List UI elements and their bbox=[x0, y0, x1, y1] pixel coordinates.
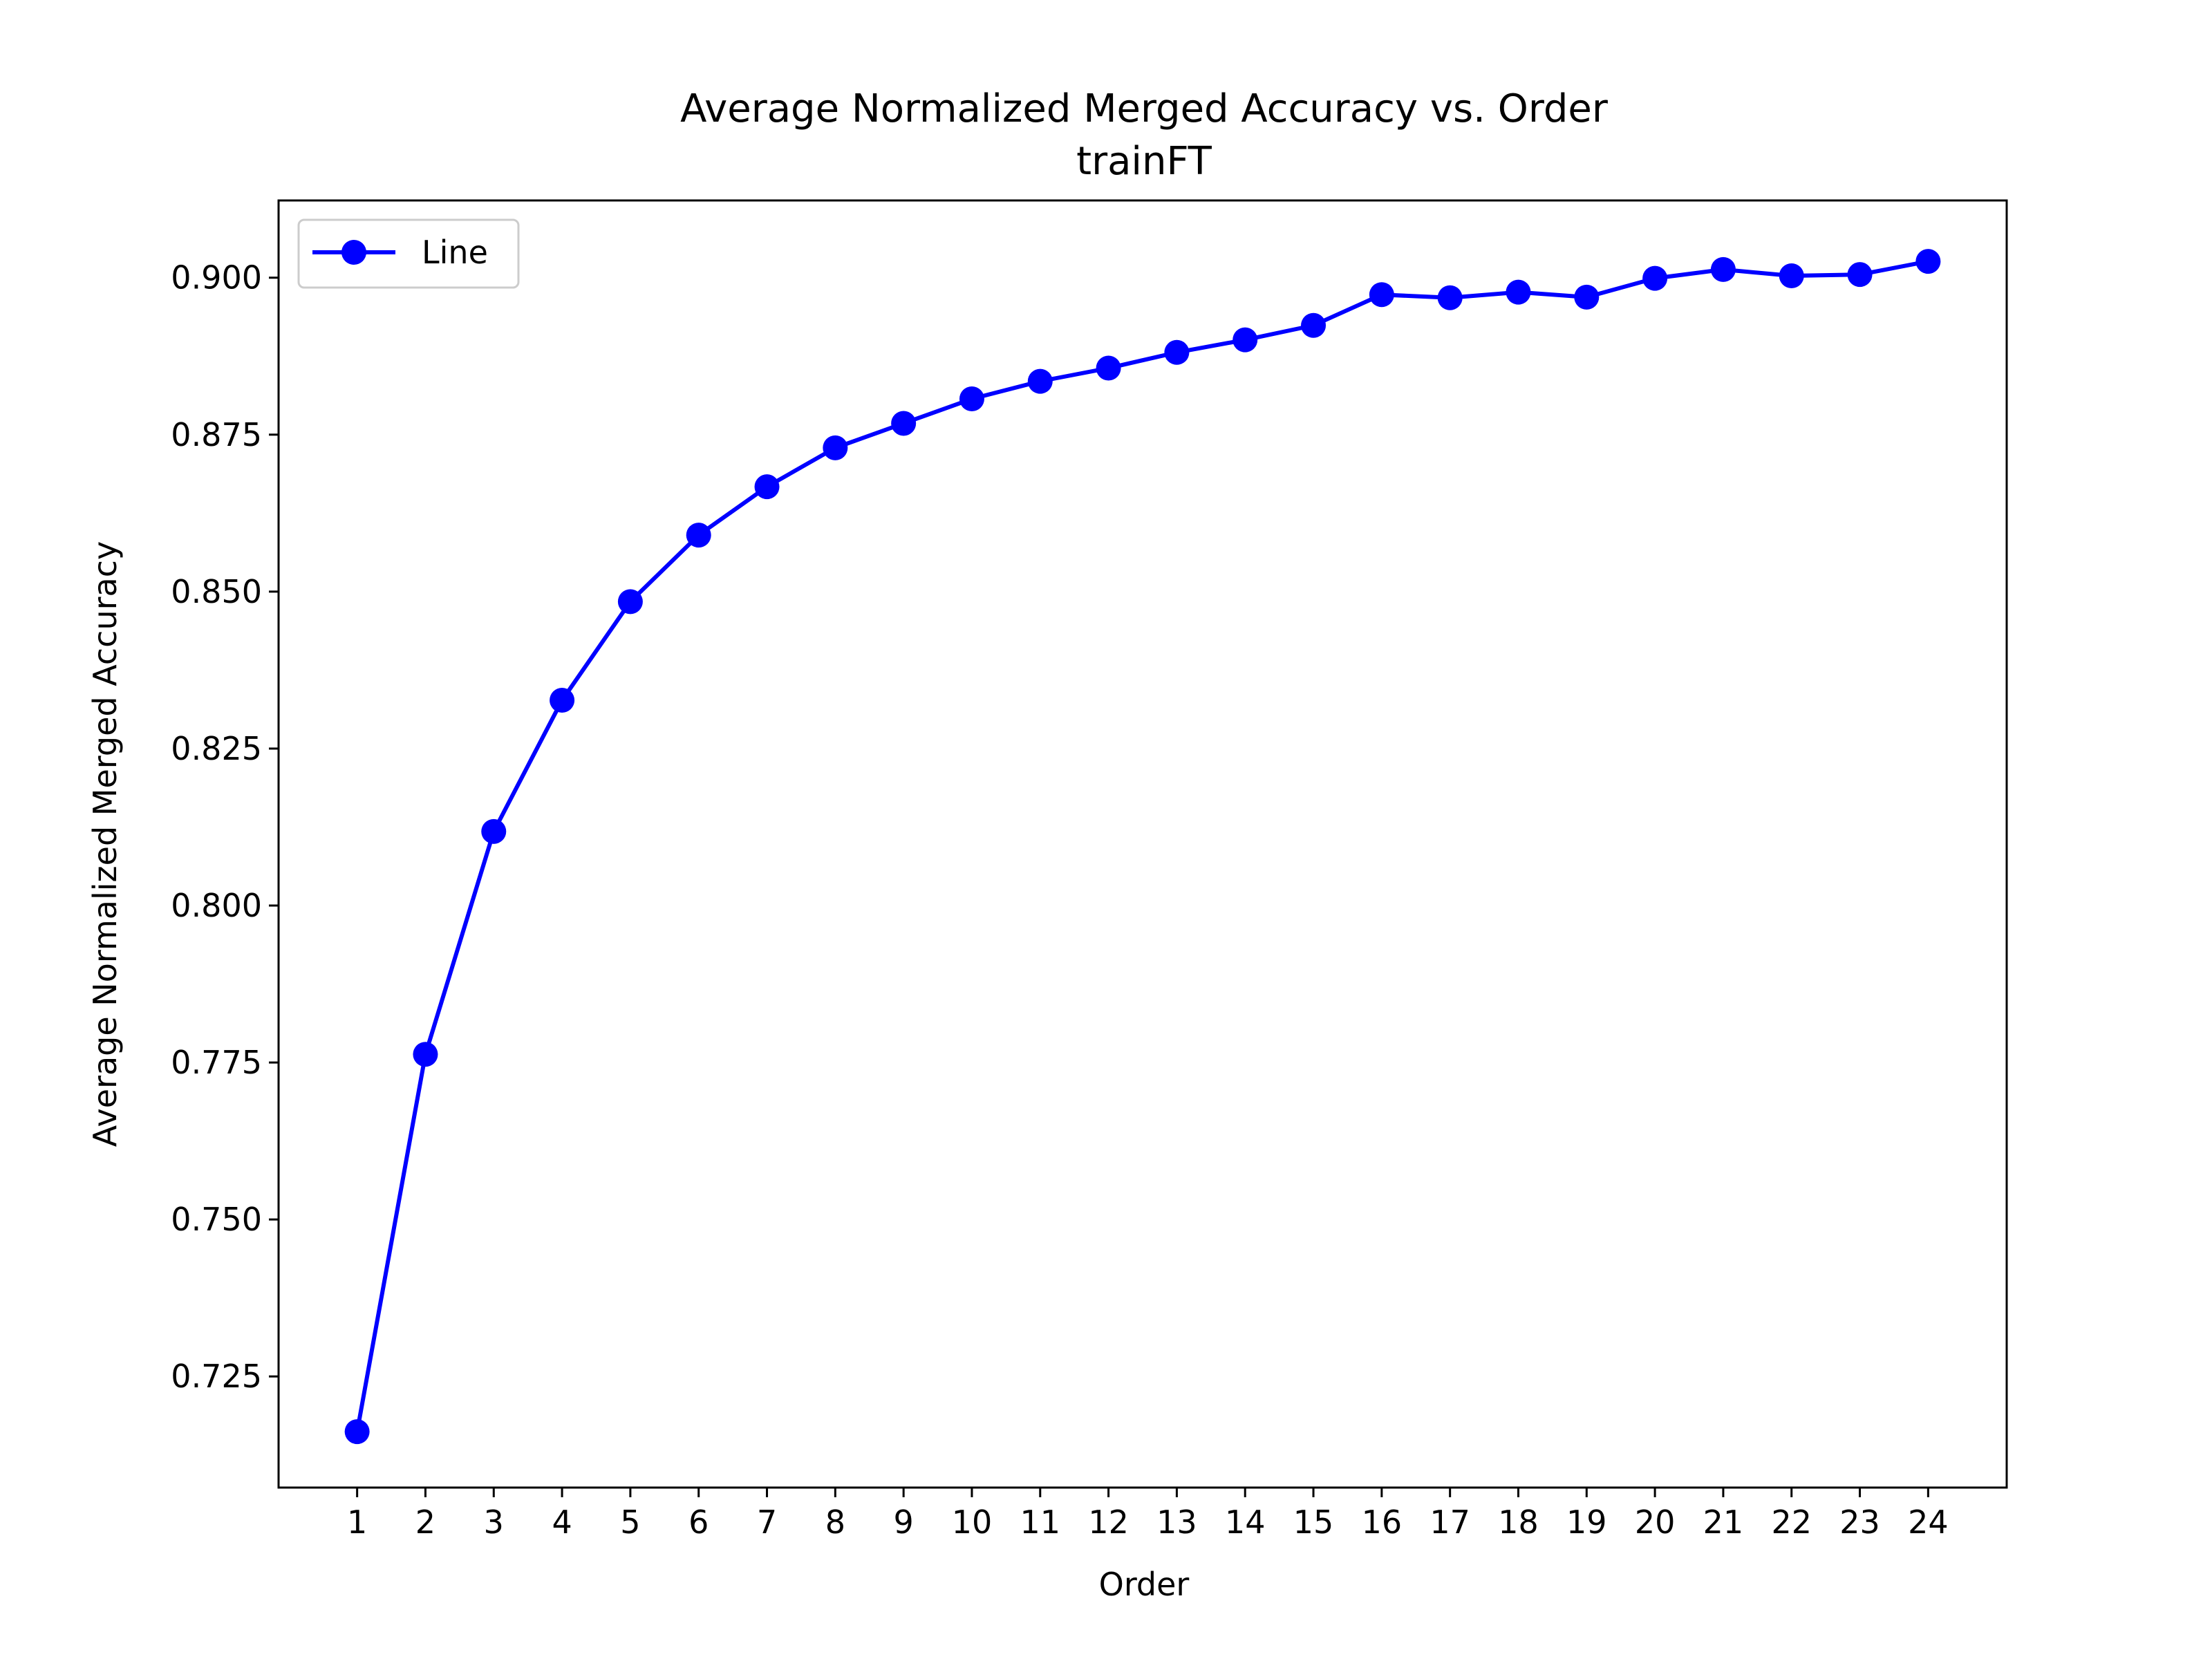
x-tick-label: 3 bbox=[484, 1503, 504, 1541]
data-point bbox=[686, 523, 711, 548]
data-point bbox=[413, 1042, 438, 1067]
chart-title: Average Normalized Merged Accuracy vs. O… bbox=[680, 86, 1609, 131]
y-tick-label: 0.900 bbox=[171, 259, 262, 297]
data-point bbox=[1915, 249, 1941, 274]
y-tick-label: 0.775 bbox=[171, 1044, 262, 1081]
x-tick-label: 15 bbox=[1293, 1503, 1334, 1541]
y-axis-label: Average Normalized Merged Accuracy bbox=[86, 541, 124, 1147]
x-tick-label: 4 bbox=[552, 1503, 572, 1541]
data-point bbox=[344, 1419, 370, 1445]
data-point bbox=[1437, 285, 1463, 310]
data-point bbox=[754, 474, 780, 500]
x-tick-label: 11 bbox=[1020, 1503, 1061, 1541]
legend-label-line: Line bbox=[422, 234, 488, 271]
y-tick-label: 0.875 bbox=[171, 416, 262, 453]
x-tick-label: 1 bbox=[347, 1503, 367, 1541]
legend-box bbox=[297, 218, 520, 289]
chart-subtitle: trainFT bbox=[1076, 139, 1212, 184]
x-tick-label: 5 bbox=[620, 1503, 640, 1541]
y-tick-label: 0.825 bbox=[171, 730, 262, 767]
data-point bbox=[891, 411, 917, 436]
data-point bbox=[1506, 279, 1531, 305]
x-tick-label: 8 bbox=[825, 1503, 845, 1541]
x-tick-label: 17 bbox=[1430, 1503, 1470, 1541]
data-point bbox=[1642, 265, 1668, 291]
data-point bbox=[481, 818, 507, 844]
y-tick-label: 0.850 bbox=[171, 573, 262, 610]
x-tick-label: 19 bbox=[1566, 1503, 1607, 1541]
x-axis-label: Order bbox=[1099, 1566, 1190, 1603]
x-tick-label: 16 bbox=[1362, 1503, 1403, 1541]
plot-area-frame bbox=[277, 199, 2008, 1489]
x-tick-label: 22 bbox=[1771, 1503, 1812, 1541]
data-point bbox=[959, 386, 984, 412]
data-point bbox=[1574, 284, 1600, 310]
x-tick-label: 20 bbox=[1635, 1503, 1676, 1541]
data-point bbox=[1369, 282, 1394, 308]
data-point bbox=[1710, 256, 1736, 282]
x-tick-label: 24 bbox=[1908, 1503, 1949, 1541]
data-point bbox=[1301, 312, 1327, 338]
y-tick-label: 0.800 bbox=[171, 887, 262, 924]
y-tick-label: 0.725 bbox=[171, 1358, 262, 1395]
data-point bbox=[1164, 339, 1190, 365]
data-point bbox=[1027, 368, 1053, 394]
data-point bbox=[550, 688, 575, 713]
data-point bbox=[1847, 262, 1873, 288]
data-point bbox=[1096, 355, 1121, 381]
x-tick-label: 10 bbox=[952, 1503, 993, 1541]
x-tick-label: 23 bbox=[1839, 1503, 1880, 1541]
data-point bbox=[617, 589, 643, 615]
data-point bbox=[1779, 263, 1804, 288]
x-tick-label: 7 bbox=[757, 1503, 777, 1541]
x-tick-label: 12 bbox=[1088, 1503, 1129, 1541]
data-point bbox=[1232, 327, 1258, 353]
legend-marker-swatch bbox=[341, 240, 366, 265]
x-tick-label: 18 bbox=[1498, 1503, 1539, 1541]
y-axis-ticks: 0.725 0.750 0.775 0.800 0.825 0.850 0.875 0.900 bbox=[171, 259, 279, 1395]
x-tick-label: 14 bbox=[1225, 1503, 1266, 1541]
data-point bbox=[823, 435, 848, 460]
x-tick-label: 6 bbox=[688, 1503, 709, 1541]
y-tick-label: 0.750 bbox=[171, 1201, 262, 1238]
x-tick-label: 21 bbox=[1703, 1503, 1744, 1541]
legend: Line bbox=[297, 218, 520, 289]
series-layer bbox=[344, 249, 1941, 1445]
x-tick-label: 9 bbox=[894, 1503, 914, 1541]
x-tick-label: 13 bbox=[1156, 1503, 1197, 1541]
x-tick-label: 2 bbox=[415, 1503, 435, 1541]
x-axis-ticks: 1 2 3 4 5 6 7 8 9 10 11 12 13 14 15 16 17 18 19 20 21 22 23 24 bbox=[347, 1488, 1949, 1541]
